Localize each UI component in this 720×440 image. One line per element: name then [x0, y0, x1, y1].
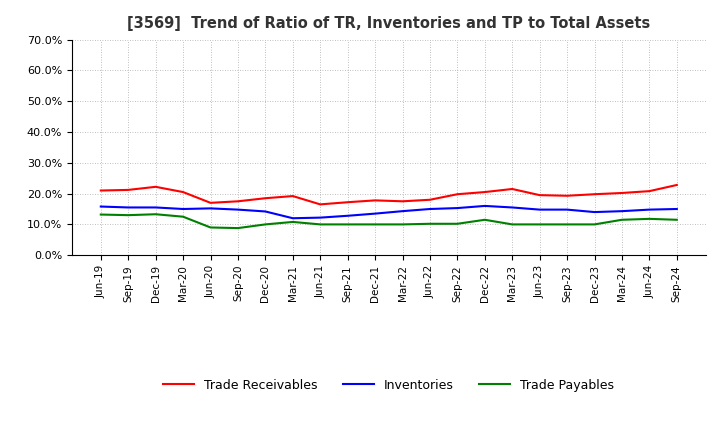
- Line: Trade Payables: Trade Payables: [101, 214, 677, 228]
- Trade Receivables: [233, 198, 242, 204]
- Inventories: [536, 207, 544, 212]
- Inventories: [563, 207, 572, 212]
- Legend: Trade Receivables, Inventories, Trade Payables: Trade Receivables, Inventories, Trade Pa…: [158, 374, 619, 396]
- Inventories: [316, 215, 325, 220]
- Trade Payables: [343, 222, 352, 227]
- Inventories: [179, 206, 187, 212]
- Inventories: [343, 213, 352, 218]
- Trade Receivables: [590, 191, 599, 197]
- Trade Receivables: [426, 197, 434, 202]
- Trade Payables: [398, 222, 407, 227]
- Trade Payables: [672, 217, 681, 222]
- Inventories: [618, 209, 626, 214]
- Trade Receivables: [96, 188, 105, 193]
- Trade Receivables: [536, 192, 544, 198]
- Trade Payables: [289, 219, 297, 224]
- Inventories: [289, 216, 297, 221]
- Inventories: [672, 206, 681, 212]
- Trade Receivables: [151, 184, 160, 190]
- Trade Payables: [645, 216, 654, 221]
- Inventories: [426, 206, 434, 212]
- Inventories: [233, 207, 242, 212]
- Trade Payables: [453, 221, 462, 227]
- Trade Receivables: [453, 191, 462, 197]
- Trade Payables: [536, 222, 544, 227]
- Inventories: [206, 206, 215, 211]
- Trade Receivables: [563, 193, 572, 198]
- Trade Payables: [426, 221, 434, 227]
- Trade Receivables: [289, 194, 297, 199]
- Trade Receivables: [261, 195, 270, 201]
- Trade Payables: [618, 217, 626, 222]
- Inventories: [508, 205, 516, 210]
- Trade Receivables: [179, 189, 187, 194]
- Trade Receivables: [316, 202, 325, 207]
- Inventories: [590, 209, 599, 215]
- Trade Payables: [480, 217, 489, 222]
- Title: [3569]  Trend of Ratio of TR, Inventories and TP to Total Assets: [3569] Trend of Ratio of TR, Inventories…: [127, 16, 650, 32]
- Trade Payables: [563, 222, 572, 227]
- Trade Payables: [508, 222, 516, 227]
- Inventories: [480, 203, 489, 209]
- Trade Payables: [206, 225, 215, 230]
- Trade Payables: [590, 222, 599, 227]
- Inventories: [371, 211, 379, 216]
- Trade Receivables: [645, 188, 654, 194]
- Trade Receivables: [371, 198, 379, 203]
- Trade Payables: [96, 212, 105, 217]
- Trade Receivables: [206, 200, 215, 205]
- Inventories: [453, 205, 462, 211]
- Trade Payables: [371, 222, 379, 227]
- Inventories: [398, 209, 407, 214]
- Line: Inventories: Inventories: [101, 206, 677, 218]
- Trade Payables: [316, 222, 325, 227]
- Inventories: [151, 205, 160, 210]
- Trade Receivables: [672, 182, 681, 187]
- Trade Payables: [261, 222, 270, 227]
- Trade Receivables: [618, 191, 626, 196]
- Inventories: [96, 204, 105, 209]
- Trade Receivables: [480, 189, 489, 194]
- Inventories: [261, 209, 270, 214]
- Inventories: [124, 205, 132, 210]
- Trade Payables: [179, 214, 187, 220]
- Trade Receivables: [124, 187, 132, 193]
- Inventories: [645, 207, 654, 212]
- Trade Receivables: [343, 200, 352, 205]
- Trade Payables: [124, 213, 132, 218]
- Trade Receivables: [398, 198, 407, 204]
- Trade Payables: [151, 212, 160, 217]
- Trade Receivables: [508, 187, 516, 192]
- Line: Trade Receivables: Trade Receivables: [101, 185, 677, 204]
- Trade Payables: [233, 225, 242, 231]
